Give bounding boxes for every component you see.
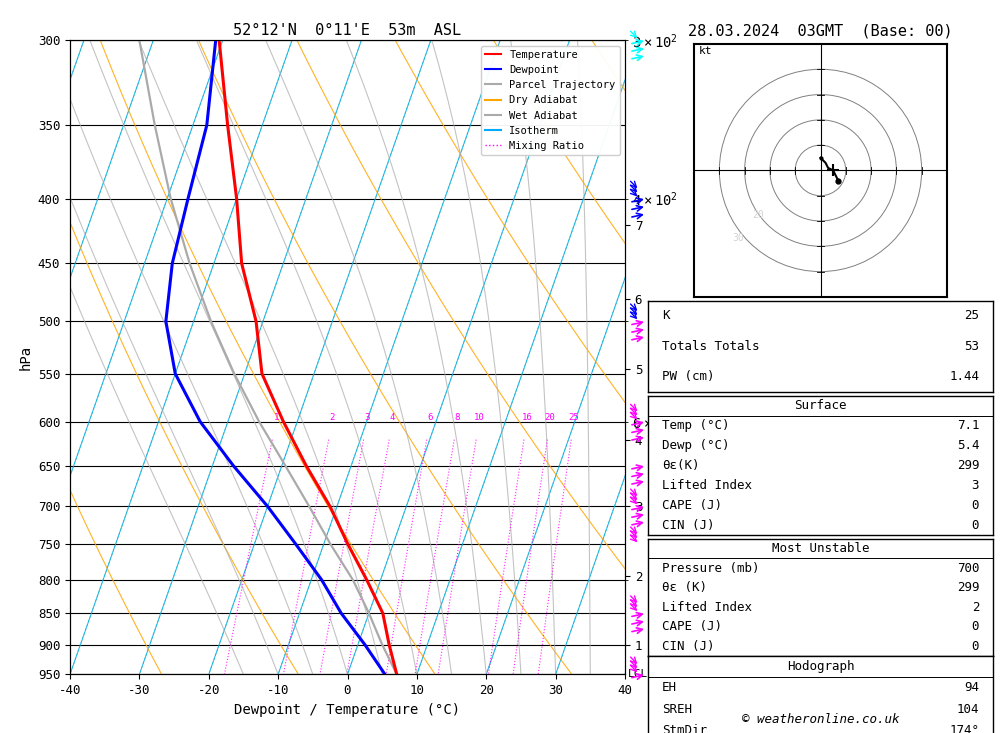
Text: K: K: [662, 309, 669, 323]
Text: θε (K): θε (K): [662, 581, 707, 594]
Text: 6: 6: [427, 413, 433, 421]
Text: 3: 3: [972, 479, 979, 492]
Text: Totals Totals: Totals Totals: [662, 340, 759, 353]
Text: 174°: 174°: [949, 724, 979, 733]
Text: 20: 20: [545, 413, 555, 421]
Text: 7.1: 7.1: [957, 419, 979, 432]
Text: 0: 0: [972, 640, 979, 653]
Text: CAPE (J): CAPE (J): [662, 620, 722, 633]
Text: PW (cm): PW (cm): [662, 370, 714, 383]
Text: 2: 2: [330, 413, 335, 421]
Text: 1.44: 1.44: [949, 370, 979, 383]
Text: 25: 25: [568, 413, 579, 421]
Text: CIN (J): CIN (J): [662, 640, 714, 653]
Text: 53: 53: [964, 340, 979, 353]
Text: 8: 8: [455, 413, 460, 421]
Text: Dewp (°C): Dewp (°C): [662, 439, 729, 452]
Text: 5.4: 5.4: [957, 439, 979, 452]
Text: kt: kt: [699, 46, 713, 56]
Title: 52°12'N  0°11'E  53m  ASL: 52°12'N 0°11'E 53m ASL: [233, 23, 462, 38]
Text: 94: 94: [964, 682, 979, 694]
Text: 20: 20: [752, 210, 764, 221]
Text: 30: 30: [732, 233, 744, 243]
Text: 299: 299: [957, 459, 979, 472]
Text: © weatheronline.co.uk: © weatheronline.co.uk: [742, 712, 899, 726]
X-axis label: Dewpoint / Temperature (°C): Dewpoint / Temperature (°C): [234, 703, 461, 717]
Text: 0: 0: [972, 498, 979, 512]
Text: 10: 10: [474, 413, 485, 421]
Text: 0: 0: [972, 620, 979, 633]
Text: 4: 4: [390, 413, 395, 421]
Text: 104: 104: [957, 703, 979, 715]
Text: CAPE (J): CAPE (J): [662, 498, 722, 512]
Text: Lifted Index: Lifted Index: [662, 479, 752, 492]
Text: 2: 2: [972, 600, 979, 614]
Text: 3: 3: [364, 413, 370, 421]
Text: 0: 0: [972, 519, 979, 531]
Text: SREH: SREH: [662, 703, 692, 715]
Text: 25: 25: [964, 309, 979, 323]
Text: Hodograph: Hodograph: [787, 660, 854, 673]
Text: Surface: Surface: [794, 399, 847, 412]
Text: 299: 299: [957, 581, 979, 594]
Text: 700: 700: [957, 561, 979, 575]
Text: CIN (J): CIN (J): [662, 519, 714, 531]
Text: EH: EH: [662, 682, 677, 694]
Y-axis label: km
ASL: km ASL: [692, 358, 715, 386]
Text: θε(K): θε(K): [662, 459, 699, 472]
Legend: Temperature, Dewpoint, Parcel Trajectory, Dry Adiabat, Wet Adiabat, Isotherm, Mi: Temperature, Dewpoint, Parcel Trajectory…: [481, 45, 620, 155]
Text: 28.03.2024  03GMT  (Base: 00): 28.03.2024 03GMT (Base: 00): [688, 23, 953, 38]
Text: Pressure (mb): Pressure (mb): [662, 561, 759, 575]
Text: 1: 1: [273, 413, 279, 421]
Text: Most Unstable: Most Unstable: [772, 542, 869, 555]
Y-axis label: hPa: hPa: [18, 345, 32, 370]
Text: Lifted Index: Lifted Index: [662, 600, 752, 614]
Text: LCL: LCL: [628, 669, 648, 679]
Text: StmDir: StmDir: [662, 724, 707, 733]
Text: Temp (°C): Temp (°C): [662, 419, 729, 432]
Text: 16: 16: [521, 413, 532, 421]
